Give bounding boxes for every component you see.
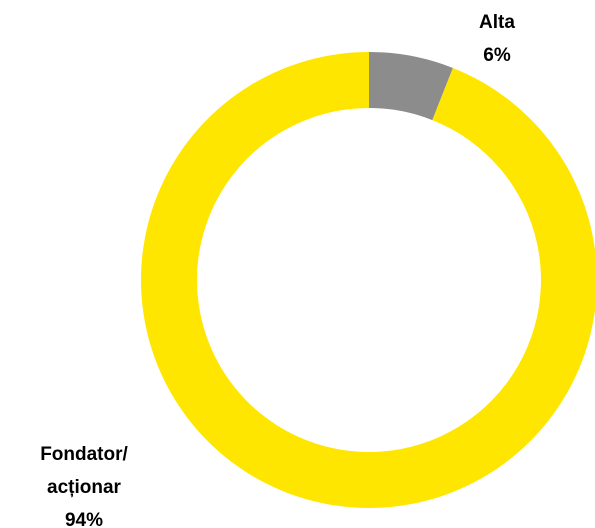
slice [369, 52, 453, 121]
value-label: 6% [483, 45, 511, 66]
slice [141, 52, 595, 508]
value-label: 94% [64, 510, 104, 528]
slice-label: Fondator/ acționar 94% [24, 438, 144, 528]
slice-label: Alta 6% [447, 6, 547, 72]
category-label: Fondator/ acționar [40, 444, 128, 498]
category-label: Alta [479, 12, 515, 33]
